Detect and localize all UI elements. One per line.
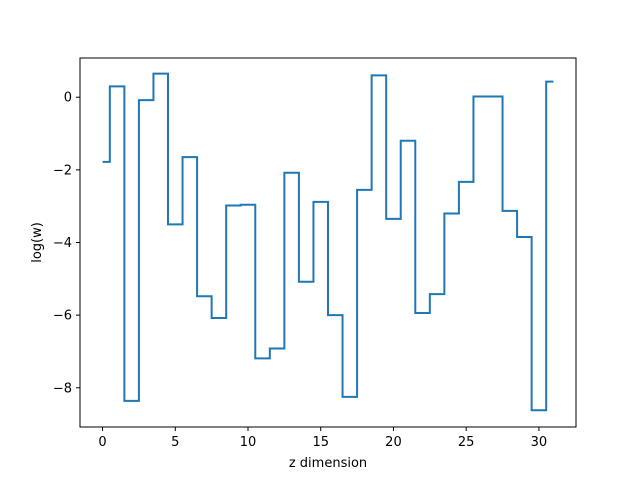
y-axis-label: log(w) (30, 222, 45, 263)
y-axis-ticks: 0 −2 −4 −6 −8 (53, 91, 80, 396)
x-tick-label: 30 (531, 435, 548, 450)
x-tick-label: 10 (240, 435, 257, 450)
x-axis-label: z dimension (289, 456, 367, 471)
y-tick-label: 0 (64, 91, 72, 106)
series-layer (102, 72, 554, 412)
x-tick-label: 15 (312, 435, 329, 450)
y-tick-label: −2 (53, 163, 72, 178)
x-tick-label: 0 (98, 435, 106, 450)
x-tick-label: 25 (458, 435, 475, 450)
y-tick-label: −4 (53, 236, 72, 251)
series-line (102, 72, 554, 412)
y-tick-label: −8 (53, 381, 72, 396)
x-tick-label: 5 (171, 435, 179, 450)
x-tick-label: 20 (385, 435, 402, 450)
x-axis-ticks: 0 5 10 15 20 25 30 (98, 427, 547, 450)
y-tick-label: −6 (53, 309, 72, 324)
